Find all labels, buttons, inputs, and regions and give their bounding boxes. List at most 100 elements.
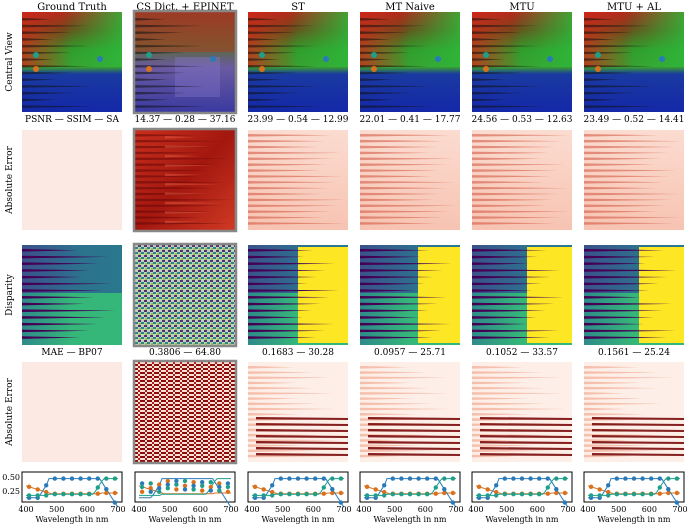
stripe: [248, 397, 298, 400]
stripe: [360, 329, 442, 333]
stripe: [360, 192, 441, 196]
stripe: [22, 85, 92, 88]
spectrum-point: [217, 488, 222, 493]
central-view-panel: [472, 12, 572, 112]
spectrum-point: [373, 487, 378, 492]
stripe: [584, 309, 663, 313]
stripe: [584, 402, 662, 406]
spectrum-point: [338, 500, 344, 505]
spectrum-point: [657, 476, 662, 481]
stripe: [472, 397, 528, 400]
spectrum-point: [35, 487, 40, 492]
spectrum-point: [252, 484, 258, 489]
stripe: [584, 192, 679, 196]
spectrum-point: [442, 476, 447, 481]
spectrum-point: [511, 476, 516, 481]
stripe: [22, 309, 116, 313]
stripe: [22, 289, 103, 292]
disparity-metrics: 0.1052 — 33.57: [486, 348, 558, 358]
stripe: [472, 65, 541, 68]
stripe: [584, 255, 655, 259]
stripe: [248, 24, 315, 28]
spectrum-point: [425, 492, 430, 497]
stripe: [584, 157, 661, 161]
row-label: Disparity: [5, 273, 15, 316]
stripe: [360, 289, 416, 292]
stripe: [135, 222, 230, 225]
stripe: [472, 139, 563, 143]
column-header: ST: [291, 2, 305, 13]
stripe: [472, 371, 543, 374]
stripe: [584, 139, 682, 143]
stripe: [22, 44, 90, 48]
stripe: [584, 386, 660, 390]
stripe: [135, 145, 213, 149]
spectrum-point: [433, 491, 438, 496]
stripe: [248, 376, 332, 380]
stripe: [248, 444, 304, 447]
spectrum-point: [278, 476, 283, 481]
stripe: [584, 381, 641, 385]
stripe: [584, 449, 668, 453]
spectrum-point: [519, 492, 525, 497]
stripe: [248, 181, 336, 184]
disparity-panel: [248, 245, 348, 345]
pixel-marker: [33, 52, 39, 58]
spectrum-point: [200, 488, 205, 493]
disparity-metrics: 0.1561 — 25.24: [598, 348, 670, 358]
stripe: [248, 449, 323, 453]
spectrum-point: [139, 489, 145, 494]
pixel-marker: [259, 66, 265, 72]
stripe: [472, 386, 545, 390]
x-tick-label: 500: [387, 505, 402, 514]
spectrum-point: [139, 484, 145, 490]
stripe: [472, 204, 546, 208]
spectrum-point: [528, 476, 533, 481]
spectrum-point: [674, 500, 680, 505]
stripe: [135, 71, 186, 75]
x-tick-label: 700: [336, 505, 351, 514]
spectrum-point: [208, 480, 213, 485]
stripe: [360, 413, 415, 416]
spectrum-point: [631, 476, 637, 481]
spectrum-point: [217, 481, 222, 486]
spectrum-point: [165, 486, 170, 491]
stripe: [22, 249, 77, 252]
spectrum-point: [407, 476, 413, 481]
spectrum-point: [382, 489, 387, 495]
spectrum-point: [52, 492, 57, 497]
stripe: [360, 407, 451, 411]
stripe: [584, 413, 645, 416]
stripe: [248, 386, 315, 390]
stripe: [135, 186, 216, 190]
spectrum-point: [640, 476, 645, 481]
stripe: [165, 164, 216, 167]
stripe: [360, 302, 438, 306]
spectrum-point: [112, 490, 118, 496]
stripe: [472, 186, 567, 190]
pixel-marker: [483, 52, 489, 58]
stripe: [360, 269, 443, 272]
stripe: [584, 175, 670, 178]
spectrum-point: [304, 492, 309, 497]
stripe: [360, 91, 412, 95]
stripe: [135, 175, 198, 178]
stripe: [22, 38, 53, 41]
stripe: [248, 309, 312, 313]
stripe: [584, 24, 651, 28]
stripe: [584, 282, 659, 286]
spectrum-point: [537, 492, 542, 497]
stripe: [584, 296, 641, 299]
stripe: [248, 302, 321, 306]
x-tick-label: 400: [18, 505, 33, 514]
stripe: [22, 296, 94, 299]
stripe: [360, 222, 436, 225]
stripe: [472, 309, 546, 313]
stripe: [22, 105, 93, 108]
stripe: [472, 181, 544, 184]
stripe: [22, 282, 112, 286]
spectrum-point: [554, 490, 559, 496]
x-tick-label: 600: [642, 505, 657, 514]
stripe: [248, 216, 324, 219]
spectrum-point: [330, 490, 335, 496]
